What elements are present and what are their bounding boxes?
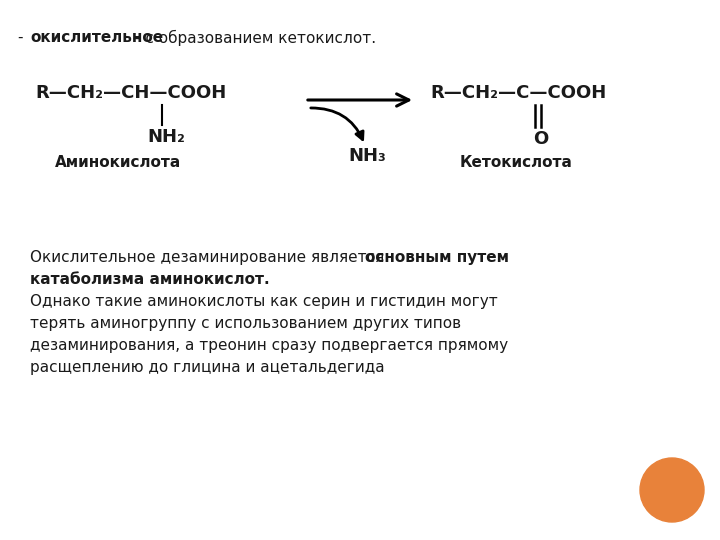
Text: Окислительное дезаминирование является: Окислительное дезаминирование является — [30, 250, 389, 265]
Text: R—CH₂—C—COOH: R—CH₂—C—COOH — [430, 84, 606, 102]
Text: Однако такие аминокислоты как серин и гистидин могут: Однако такие аминокислоты как серин и ги… — [30, 294, 498, 309]
Text: – с образованием кетокислот.: – с образованием кетокислот. — [128, 30, 376, 46]
Text: Кетокислота: Кетокислота — [460, 155, 573, 170]
Text: окислительное: окислительное — [30, 30, 163, 45]
Text: терять аминогруппу с использованием других типов: терять аминогруппу с использованием друг… — [30, 316, 461, 331]
Text: дезаминирования, а треонин сразу подвергается прямому: дезаминирования, а треонин сразу подверг… — [30, 338, 508, 353]
Text: расщеплению до глицина и ацетальдегида: расщеплению до глицина и ацетальдегида — [30, 360, 384, 375]
Text: NH₃: NH₃ — [348, 147, 386, 165]
Text: основным путем: основным путем — [365, 250, 509, 265]
Text: катаболизма аминокислот.: катаболизма аминокислот. — [30, 272, 269, 287]
FancyArrowPatch shape — [311, 108, 363, 140]
Text: Аминокислота: Аминокислота — [55, 155, 181, 170]
Text: O: O — [533, 130, 548, 148]
Text: -: - — [18, 30, 28, 45]
Circle shape — [640, 458, 704, 522]
Text: NH₂: NH₂ — [147, 128, 185, 146]
Text: R—CH₂—CH—COOH: R—CH₂—CH—COOH — [35, 84, 226, 102]
